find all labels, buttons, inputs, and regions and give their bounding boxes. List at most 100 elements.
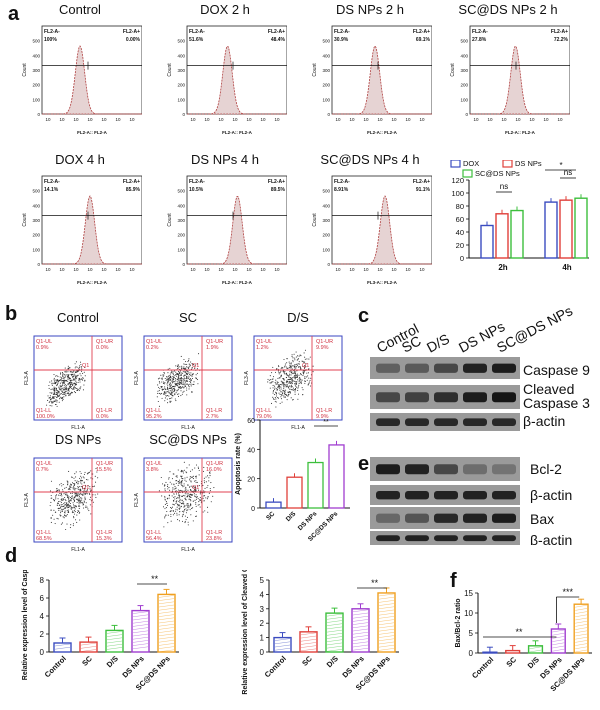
caspase9-band	[463, 363, 487, 373]
cell-dot	[157, 378, 160, 380]
cell-dot	[197, 353, 200, 355]
gate-left-value: 100%	[44, 37, 57, 43]
cell-dot	[49, 400, 51, 402]
cell-dot	[298, 361, 300, 363]
bar-hatch	[352, 631, 369, 635]
cell-dot	[185, 385, 187, 388]
cell-dot	[78, 494, 80, 496]
cell-dot	[172, 503, 174, 505]
cell-dot	[171, 388, 173, 390]
cell-dot	[73, 499, 75, 501]
cell-dot	[90, 490, 92, 492]
cell-dot	[177, 469, 179, 471]
cell-dot	[293, 366, 295, 368]
cell-dot	[54, 403, 57, 406]
cell-dot	[54, 522, 56, 525]
cell-dot	[159, 382, 161, 384]
cell-dot	[180, 390, 182, 392]
quadrant-ur-label: Q1-UR	[206, 461, 223, 467]
cell-dot	[182, 503, 184, 505]
cell-dot	[284, 371, 286, 373]
cell-dot	[293, 375, 295, 377]
cell-dot	[165, 507, 167, 509]
cell-dot	[191, 391, 193, 393]
cell-dot	[78, 377, 80, 379]
cell-dot	[294, 383, 296, 385]
cell-dot	[288, 361, 290, 363]
beta-actin-band	[376, 491, 400, 500]
cell-dot	[180, 481, 183, 483]
cell-dot	[71, 382, 73, 384]
cell-dot	[173, 499, 175, 501]
x-tick-label: SC	[265, 510, 277, 522]
histogram-frame	[186, 25, 287, 115]
cell-dot	[289, 392, 291, 394]
cell-dot	[73, 391, 76, 393]
cell-dot	[88, 471, 91, 473]
cell-dot	[206, 486, 208, 489]
cell-dot	[302, 372, 304, 374]
cell-dot	[56, 494, 58, 496]
histogram-y-tick: 300	[322, 68, 330, 73]
cell-dot	[191, 374, 193, 376]
y-tick-label: 20	[456, 241, 464, 250]
cell-dot	[195, 503, 197, 505]
cell-dot	[74, 497, 76, 499]
cell-dot	[75, 482, 78, 484]
cell-dot	[297, 355, 299, 357]
dot-plot-title: DS NPs	[54, 432, 102, 447]
cell-dot	[57, 376, 59, 378]
cell-dot	[181, 379, 183, 382]
cell-dot	[80, 366, 82, 368]
bar-hatch	[575, 643, 588, 646]
cell-dot	[188, 375, 190, 377]
cell-dot	[300, 374, 302, 376]
cell-dot	[287, 381, 289, 383]
cell-dot	[291, 385, 293, 387]
cell-dot	[167, 522, 169, 524]
cell-dot	[55, 399, 57, 401]
cell-dot	[190, 514, 192, 516]
cell-dot	[50, 521, 52, 524]
cell-dot	[203, 466, 205, 469]
cell-dot	[288, 378, 290, 381]
cell-dot	[274, 397, 276, 399]
cell-dot	[53, 373, 55, 376]
cell-dot	[284, 384, 286, 386]
histogram-x-tick: 10	[129, 267, 135, 272]
cell-dot	[76, 371, 78, 373]
cell-dot	[277, 397, 280, 399]
cell-dot	[80, 370, 83, 372]
caspase9-band	[434, 363, 458, 373]
cell-dot	[64, 504, 66, 506]
cell-dot	[282, 367, 284, 369]
cell-dot	[293, 353, 295, 355]
cell-dot	[178, 382, 180, 384]
cell-dot	[303, 362, 305, 364]
cell-dot	[168, 486, 170, 488]
cell-dot	[195, 464, 198, 466]
cell-dot	[192, 363, 194, 365]
gate-left-label: FL2-A-	[334, 29, 350, 35]
histogram-peak	[42, 195, 142, 265]
cell-dot	[296, 382, 298, 384]
cell-dot	[176, 476, 178, 478]
cell-dot	[272, 392, 274, 394]
cell-dot	[80, 363, 82, 366]
cell-dot	[172, 374, 174, 376]
cell-dot	[178, 383, 181, 385]
quadrant-ll-value: 56.4%	[146, 536, 162, 542]
cell-dot	[56, 389, 58, 391]
cell-dot	[78, 507, 80, 510]
cell-dot	[84, 496, 86, 498]
bar-hatch	[300, 642, 317, 645]
histogram-y-tick: 100	[322, 97, 330, 102]
cell-dot	[53, 387, 56, 389]
cell-dot	[83, 507, 85, 509]
cell-dot	[183, 508, 186, 511]
cell-dot	[176, 375, 178, 377]
y-tick-label: 0	[251, 506, 255, 513]
x-tick-label: 4h	[562, 263, 571, 272]
quadrant-lr-label: Q1-LR	[206, 530, 222, 536]
